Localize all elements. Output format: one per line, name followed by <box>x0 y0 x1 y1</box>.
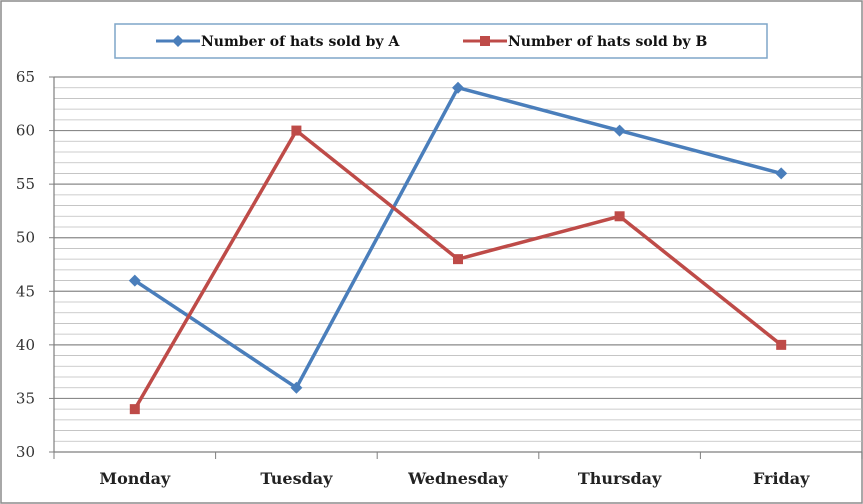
data-point-marker <box>614 211 625 222</box>
x-category-label: Monday <box>99 469 171 488</box>
data-point-marker <box>453 254 463 265</box>
data-point-marker <box>775 167 788 180</box>
y-tick-label: 35 <box>16 389 35 407</box>
legend-marker-b <box>480 36 490 46</box>
legend-label-b: Number of hats sold by B <box>508 34 707 50</box>
data-point-marker <box>452 81 464 94</box>
axes <box>49 76 863 459</box>
legend-item-a: Number of hats sold by A <box>156 34 400 50</box>
y-tick-label: 45 <box>16 282 35 300</box>
legend-item-b: Number of hats sold by B <box>463 34 707 50</box>
legend-marker-a <box>172 35 184 47</box>
y-tick-label: 30 <box>16 443 35 461</box>
y-tick-label: 40 <box>16 336 35 354</box>
legend: Number of hats sold by A Number of hats … <box>114 23 768 59</box>
data-point-marker <box>129 404 140 415</box>
x-category-label: Wednesday <box>407 469 508 488</box>
legend-marker-shape <box>480 36 490 46</box>
legend-box <box>114 23 768 59</box>
x-category-label: Tuesday <box>260 469 333 488</box>
y-tick-label: 65 <box>16 68 35 86</box>
series-lines <box>128 81 788 415</box>
y-tick-label: 50 <box>16 229 35 247</box>
data-point-marker <box>128 274 141 287</box>
x-category-label: Friday <box>753 469 810 488</box>
legend-marker-shape <box>172 35 184 47</box>
series-b <box>129 125 787 415</box>
legend-label-a: Number of hats sold by A <box>201 34 400 50</box>
x-axis-category-labels: Monday Tuesday Wednesday Thursday Friday <box>99 469 810 488</box>
x-category-label: Thursday <box>578 469 662 488</box>
y-tick-label: 60 <box>16 122 35 140</box>
data-point-marker <box>776 339 787 350</box>
data-point-marker <box>291 125 302 136</box>
series-a <box>128 81 788 394</box>
data-point-marker <box>290 381 303 394</box>
y-tick-label: 55 <box>16 175 35 193</box>
y-axis-tick-labels: 30 35 40 45 50 55 60 65 <box>16 68 35 461</box>
data-point-marker <box>613 124 626 137</box>
